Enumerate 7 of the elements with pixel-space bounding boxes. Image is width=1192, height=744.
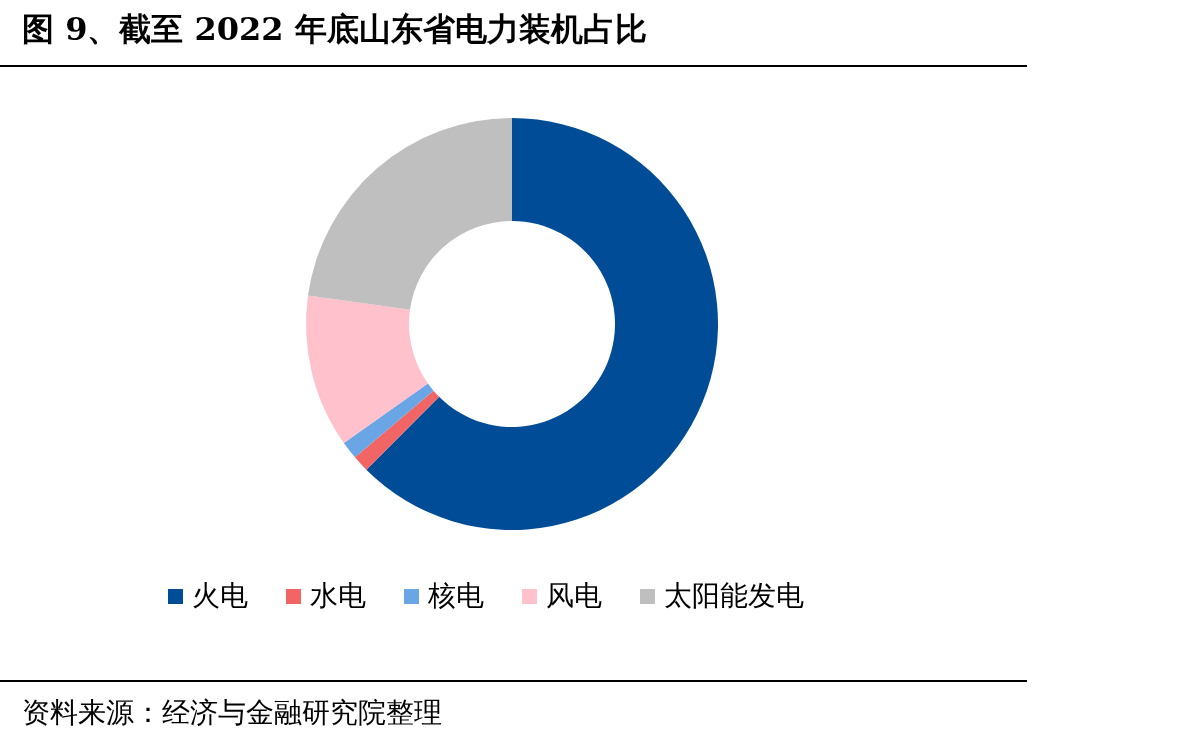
legend-label: 太阳能发电 [664, 579, 804, 612]
legend-label: 火电 [192, 579, 248, 612]
chart-title: 图 9、截至 2022 年底山东省电力装机占比 [22, 10, 647, 48]
legend-label: 核电 [427, 579, 484, 612]
legend-label: 风电 [546, 579, 602, 612]
text: 资料来源：经济与金融研究院整理 [22, 696, 442, 729]
legend-label: 水电 [310, 579, 366, 612]
